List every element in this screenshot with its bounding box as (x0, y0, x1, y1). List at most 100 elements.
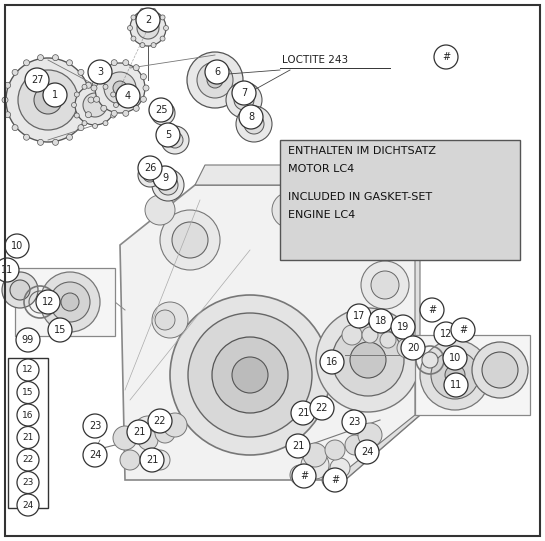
Circle shape (358, 423, 382, 447)
Polygon shape (120, 185, 420, 480)
Circle shape (131, 36, 136, 41)
Circle shape (82, 121, 87, 126)
Circle shape (94, 96, 100, 102)
Circle shape (401, 336, 425, 360)
Circle shape (133, 65, 139, 71)
Text: 6: 6 (214, 67, 220, 77)
Circle shape (136, 8, 160, 32)
Circle shape (443, 346, 467, 370)
Circle shape (34, 86, 62, 114)
Circle shape (391, 315, 415, 339)
Circle shape (43, 83, 67, 107)
Text: 99: 99 (22, 335, 34, 345)
Text: 24: 24 (361, 447, 373, 457)
Circle shape (141, 74, 147, 80)
Circle shape (160, 15, 165, 20)
Circle shape (40, 272, 100, 332)
Text: 4: 4 (125, 91, 131, 101)
Circle shape (142, 454, 158, 470)
Circle shape (111, 113, 116, 118)
Text: 3: 3 (97, 67, 103, 77)
Circle shape (86, 111, 92, 118)
Text: 10: 10 (449, 353, 461, 363)
Circle shape (74, 113, 80, 118)
Text: 22: 22 (154, 416, 166, 426)
Text: 21: 21 (133, 427, 145, 437)
Circle shape (130, 10, 166, 46)
Circle shape (212, 337, 288, 413)
Text: 2: 2 (145, 15, 151, 25)
Circle shape (152, 169, 184, 201)
Circle shape (322, 472, 338, 488)
Text: 24: 24 (22, 500, 34, 510)
Circle shape (350, 342, 386, 378)
Text: 8: 8 (248, 112, 254, 122)
Circle shape (160, 210, 220, 270)
Circle shape (140, 8, 145, 14)
Circle shape (143, 168, 157, 182)
Circle shape (16, 328, 40, 352)
Circle shape (155, 310, 175, 330)
Circle shape (167, 132, 183, 148)
Text: 19: 19 (397, 322, 409, 332)
Circle shape (48, 318, 72, 342)
Circle shape (78, 69, 84, 75)
Circle shape (138, 430, 158, 450)
Circle shape (88, 97, 94, 103)
Circle shape (10, 280, 30, 300)
Text: 20: 20 (407, 343, 419, 353)
Circle shape (148, 409, 172, 433)
Circle shape (188, 313, 312, 437)
Circle shape (232, 81, 256, 105)
Circle shape (155, 423, 175, 443)
Circle shape (12, 124, 18, 130)
Circle shape (286, 434, 310, 458)
Circle shape (103, 84, 108, 89)
Circle shape (86, 82, 92, 88)
Circle shape (422, 352, 438, 368)
Circle shape (205, 60, 229, 84)
Circle shape (347, 304, 371, 328)
Circle shape (66, 60, 72, 66)
Circle shape (74, 92, 80, 97)
Circle shape (17, 449, 39, 471)
Circle shape (17, 494, 39, 516)
Circle shape (111, 92, 116, 97)
Circle shape (75, 85, 115, 125)
Circle shape (290, 465, 310, 485)
Circle shape (316, 308, 420, 412)
Circle shape (151, 43, 156, 48)
Circle shape (163, 413, 187, 437)
Text: #: # (459, 325, 467, 335)
Circle shape (444, 373, 468, 397)
Circle shape (123, 110, 129, 116)
Circle shape (197, 62, 233, 98)
Circle shape (138, 163, 162, 187)
Circle shape (325, 440, 345, 460)
Circle shape (94, 74, 100, 80)
Circle shape (131, 15, 136, 20)
Text: 16: 16 (22, 411, 34, 419)
Circle shape (52, 140, 58, 146)
Text: #: # (300, 471, 308, 481)
Bar (8, 358, 48, 508)
Circle shape (172, 222, 208, 258)
Text: LOCTITE 243: LOCTITE 243 (282, 55, 348, 65)
Circle shape (434, 45, 458, 69)
Circle shape (342, 325, 362, 345)
Text: 12: 12 (22, 366, 34, 374)
Circle shape (17, 426, 39, 448)
Circle shape (137, 17, 159, 39)
Circle shape (332, 324, 404, 396)
Circle shape (116, 84, 140, 108)
Text: 17: 17 (353, 311, 365, 321)
Circle shape (151, 101, 175, 125)
Bar (15, 268, 115, 336)
Circle shape (38, 140, 44, 146)
Circle shape (93, 123, 98, 129)
Circle shape (104, 72, 136, 104)
Circle shape (150, 450, 170, 470)
Circle shape (141, 96, 147, 102)
Circle shape (113, 102, 118, 108)
Text: 22: 22 (22, 456, 34, 465)
